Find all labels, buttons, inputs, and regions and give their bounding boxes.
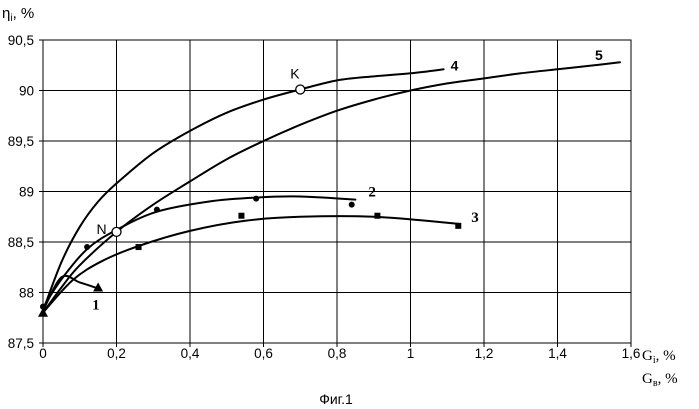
y-axis-title-symbol: η xyxy=(2,5,10,22)
series-2-marker xyxy=(40,304,46,310)
series-3-marker xyxy=(238,213,244,219)
y-tick-label: 90 xyxy=(19,84,34,99)
point-k-label: K xyxy=(290,65,300,81)
y-tick-label: 89,5 xyxy=(8,134,34,149)
x-tick-label: 1,4 xyxy=(548,346,567,361)
y-tick-label: 90,5 xyxy=(8,33,34,48)
series-2-marker xyxy=(349,202,355,208)
y-tick-label: 88,5 xyxy=(8,235,34,250)
series-markers xyxy=(38,196,461,317)
point-k-marker xyxy=(296,85,305,94)
series-3-marker xyxy=(374,213,380,219)
series-label-3: 3 xyxy=(471,210,479,226)
y-tick-label: 88 xyxy=(19,286,34,301)
x-tick-label: 0 xyxy=(39,346,47,361)
series-2-marker xyxy=(253,196,259,202)
series-3-marker xyxy=(455,223,461,229)
x-tick-label: 0,2 xyxy=(107,346,126,361)
x-axis-title-2-unit: , % xyxy=(658,371,678,387)
x-tick-label: 1,2 xyxy=(475,346,494,361)
series-3-marker xyxy=(136,244,142,250)
series-2-marker xyxy=(84,244,90,250)
series-labels: 1 2 3 4 5 xyxy=(92,47,603,313)
series-4-line xyxy=(43,69,444,310)
grid xyxy=(43,40,631,343)
x-tick-label: 1 xyxy=(407,346,415,361)
x-tick-label: 0,8 xyxy=(328,346,347,361)
series-lines xyxy=(43,62,620,313)
point-n-marker xyxy=(112,227,121,236)
series-2-marker xyxy=(154,207,160,213)
figure-caption: Фиг.1 xyxy=(319,391,353,407)
point-annotations: KN xyxy=(97,65,305,236)
x-axis-title-line-2: Gв, % xyxy=(642,371,678,389)
x-axis-title-1-symbol: G xyxy=(642,348,653,364)
x-tick-label: 0,4 xyxy=(181,346,200,361)
series-label-1: 1 xyxy=(92,297,100,313)
x-tick-label: 1,6 xyxy=(622,346,641,361)
x-axis-title-2-symbol: G xyxy=(642,371,653,387)
y-axis-title-unit: , % xyxy=(13,5,35,22)
x-axis-title-line-1: Gi, % xyxy=(642,348,676,366)
y-tick-label: 87,5 xyxy=(8,336,34,351)
x-tick-label: 0,6 xyxy=(254,346,273,361)
series-5-line xyxy=(43,62,620,313)
y-axis-title: ηi, % xyxy=(2,5,34,24)
y-tick-label: 89 xyxy=(19,185,34,200)
series-label-5: 5 xyxy=(595,47,603,63)
point-n-label: N xyxy=(97,221,107,237)
x-axis-title-1-unit: , % xyxy=(656,348,676,364)
series-label-4: 4 xyxy=(451,57,459,73)
series-label-2: 2 xyxy=(368,185,376,201)
